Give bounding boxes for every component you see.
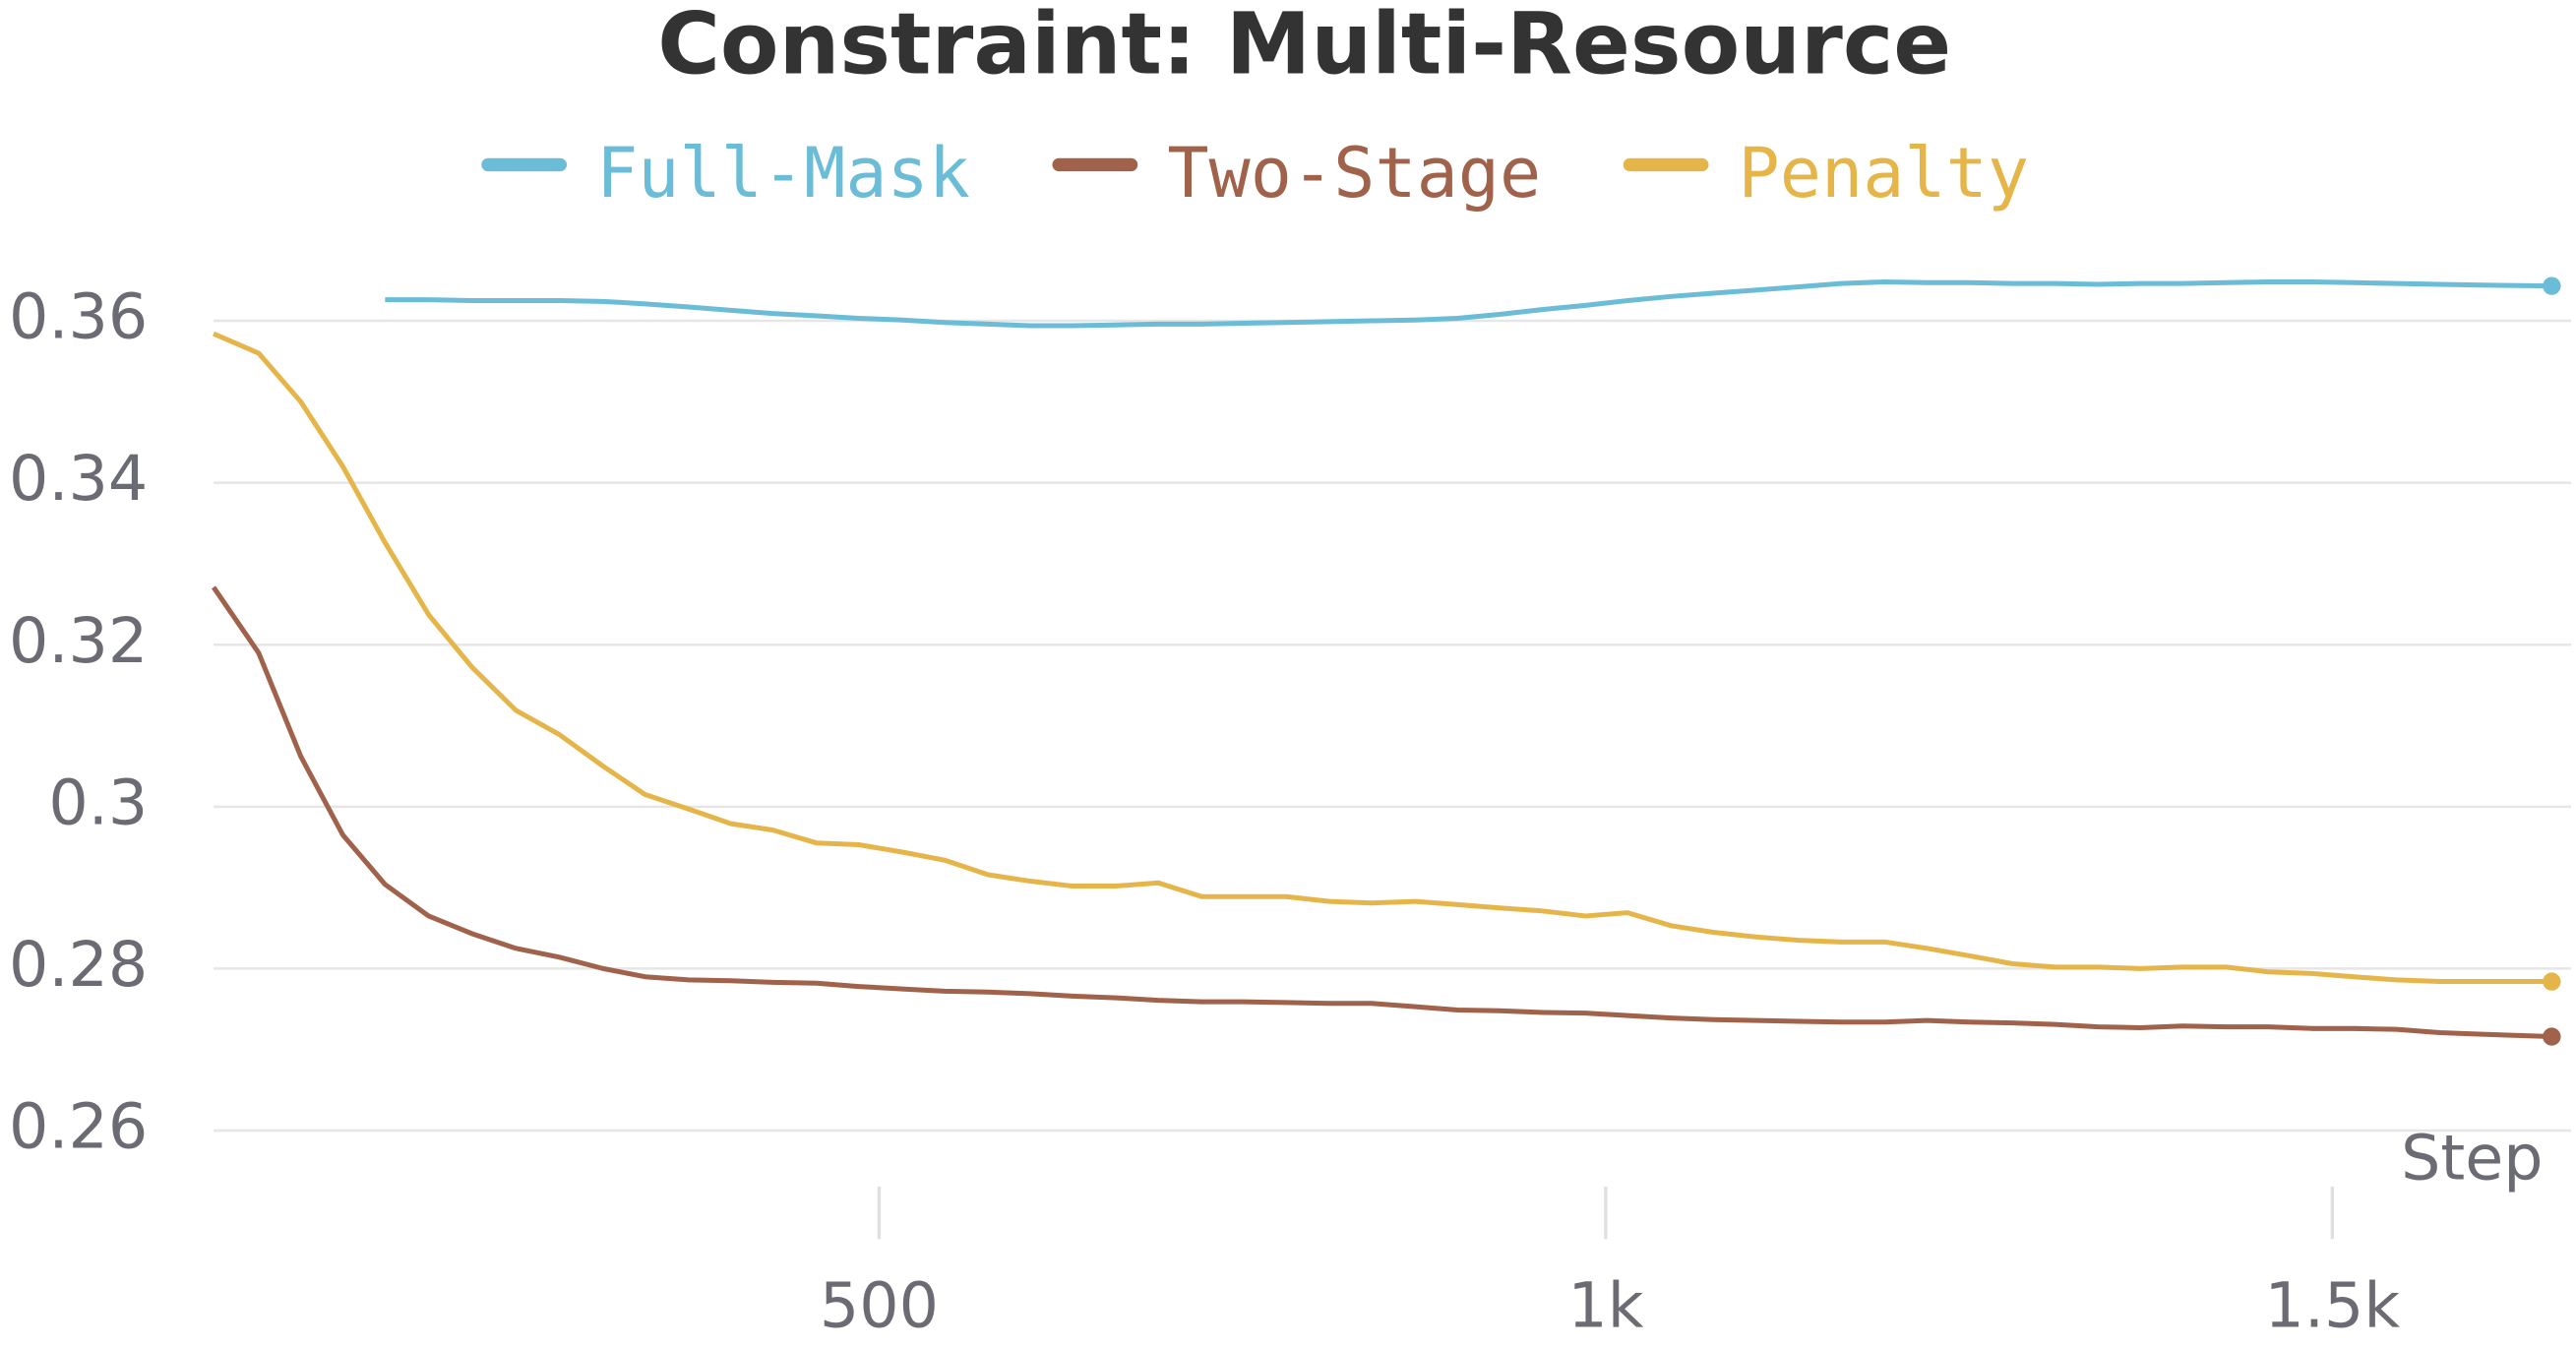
x-axis-label: Step	[2401, 1121, 2543, 1194]
legend-label: Full-Mask	[596, 133, 970, 214]
y-tick-label: 0.36	[9, 280, 148, 353]
legend-label: Two-Stage	[1167, 133, 1541, 214]
series-line	[211, 585, 2552, 1039]
series-line	[213, 331, 2552, 985]
x-tick-label: 500	[820, 1269, 939, 1342]
legend-label: Penalty	[1739, 133, 2029, 214]
chart-title: Constraint: Multi-Resource	[657, 0, 1951, 93]
x-tick-label: 1k	[1567, 1269, 1643, 1342]
y-tick-label: 0.28	[9, 928, 148, 1001]
end-point	[2543, 276, 2561, 295]
y-tick-label: 0.26	[9, 1090, 148, 1163]
series-line	[385, 278, 2552, 329]
y-tick-label: 0.3	[48, 766, 148, 838]
y-tick-label: 0.34	[9, 442, 148, 515]
end-point	[2543, 972, 2561, 991]
x-tick-label: 1.5k	[2265, 1269, 2401, 1342]
y-tick-label: 0.32	[9, 604, 148, 677]
end-point	[2543, 1027, 2561, 1046]
